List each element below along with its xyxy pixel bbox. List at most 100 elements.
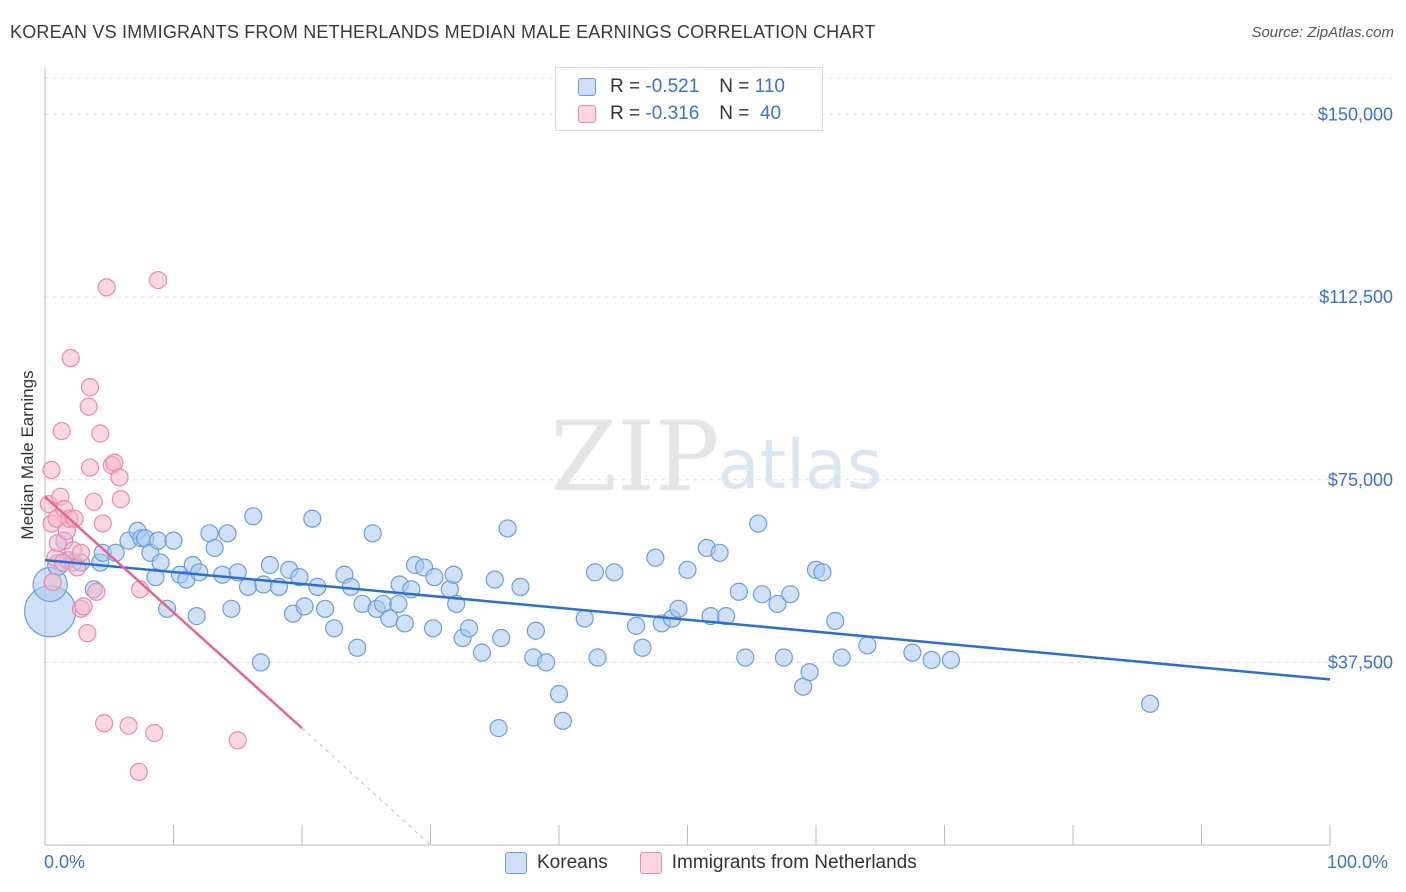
korean-point [903, 643, 922, 662]
korean-point [395, 614, 414, 633]
korean-point [633, 638, 652, 657]
korean-point [251, 653, 270, 672]
korean-point [472, 643, 491, 662]
netherlands-point [93, 514, 112, 533]
korean-point [858, 636, 877, 655]
korean-point [736, 648, 755, 667]
n-label: N = [719, 76, 750, 97]
korean-point [669, 599, 688, 618]
legend-swatch-koreans [505, 852, 527, 874]
korean-point [832, 648, 851, 667]
korean-point [348, 638, 367, 657]
korean-point [781, 585, 800, 604]
korean-point [492, 628, 511, 648]
y-tick-labels: $37,500 $75,000 $112,500 $150,000 [1318, 105, 1393, 673]
korean-point [511, 577, 530, 596]
korean-point [316, 599, 335, 618]
korean-point [254, 575, 273, 594]
korean-point [157, 599, 177, 618]
point-layer [24, 270, 1160, 782]
korean-point [768, 594, 787, 614]
r-label: R = [610, 76, 641, 97]
korean-point [922, 650, 941, 670]
korean-point [459, 619, 479, 638]
watermark-atlas: atlas [718, 426, 882, 505]
korean-point [678, 560, 697, 579]
grid-layer [45, 77, 1392, 663]
korean-point [425, 568, 444, 587]
korean-point [190, 563, 209, 582]
netherlands-point [87, 582, 106, 601]
netherlands-point [148, 270, 168, 290]
r-value: -0.316 [645, 103, 700, 124]
y-tick-label: $75,000 [1328, 470, 1393, 490]
netherlands-point [65, 509, 84, 528]
netherlands-point [228, 731, 247, 750]
korean-point [588, 648, 607, 667]
korean-point [151, 553, 170, 572]
korean-point [485, 570, 504, 589]
korean-point [444, 565, 463, 584]
legend-row-netherlands: R = -0.316 N = 40 [578, 103, 781, 125]
netherlands-point [91, 424, 110, 443]
legend-swatch-netherlands [578, 105, 596, 123]
netherlands-point [42, 460, 61, 480]
r-value: -0.521 [645, 76, 700, 97]
netherlands-point [43, 572, 62, 592]
korean-point [489, 719, 508, 738]
zipatlas-watermark: ZIP atlas [550, 401, 882, 513]
korean-point [164, 531, 183, 550]
korean-point [213, 565, 232, 584]
netherlands-point [80, 378, 100, 397]
netherlands-point [110, 468, 129, 487]
korean-point [537, 653, 556, 672]
korean-point [553, 711, 572, 730]
netherlands-trendline-extension [301, 727, 431, 846]
r-label: R = [610, 103, 641, 124]
x-tick-min: 0.0% [44, 852, 86, 872]
netherlands-point [79, 397, 98, 416]
korean-point [941, 650, 961, 670]
legend-swatch-koreans [578, 78, 596, 96]
series-legend: Koreans Immigrants from Netherlands [505, 852, 949, 874]
y-tick-label: $112,500 [1319, 287, 1393, 307]
source-credit: Source: ZipAtlas.com [1251, 24, 1394, 41]
netherlands-point [52, 421, 71, 441]
netherlands-point [95, 714, 114, 733]
korean-point [303, 509, 322, 528]
korean-point [749, 514, 768, 533]
korean-point [729, 582, 749, 601]
korean-point [575, 609, 594, 628]
netherlands-point [61, 348, 80, 368]
korean-point [646, 548, 665, 567]
netherlands-point [71, 543, 91, 562]
legend-row-koreans: R = -0.521 N = 110 [578, 76, 785, 98]
korean-point [218, 524, 237, 543]
netherlands-trendline [44, 495, 303, 730]
korean-point [626, 616, 646, 635]
trend-layer [44, 495, 1331, 846]
axis-layer [44, 68, 1331, 846]
korean-point [363, 524, 382, 543]
netherlands-point [97, 278, 116, 297]
netherlands-point [48, 533, 67, 553]
korean-point [526, 621, 545, 640]
korean-point [585, 563, 605, 582]
korean-point [826, 611, 845, 631]
netherlands-point [84, 492, 103, 511]
legend-label-netherlands: Immigrants from Netherlands [671, 852, 917, 873]
n-value: 40 [759, 103, 782, 124]
korean-point [222, 599, 241, 618]
netherlands-point [78, 624, 97, 643]
korean-point [380, 609, 399, 628]
legend-item-netherlands[interactable]: Immigrants from Netherlands [639, 852, 917, 874]
legend-label-koreans: Koreans [537, 852, 608, 873]
y-tick-label: $150,000 [1318, 105, 1393, 125]
korean-point [498, 519, 517, 538]
correlation-legend: R = -0.521 N = 110 R = -0.316 N = 40 [555, 67, 823, 131]
legend-item-koreans[interactable]: Koreans [505, 852, 608, 874]
y-tick-label: $37,500 [1328, 652, 1393, 672]
chart-title: KOREAN VS IMMIGRANTS FROM NETHERLANDS ME… [10, 22, 876, 42]
korean-point [325, 619, 344, 638]
